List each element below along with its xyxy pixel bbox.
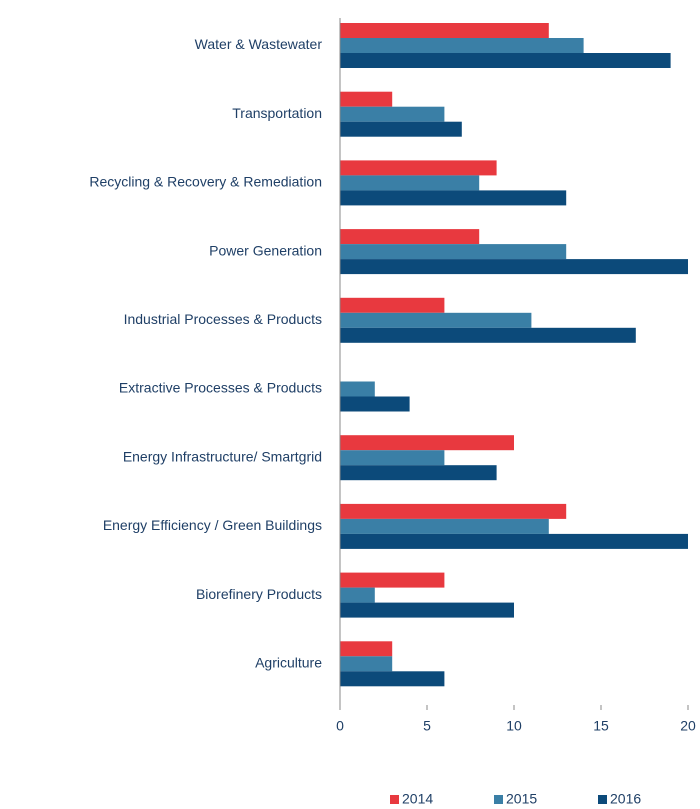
y-tick-label: Energy Efficiency / Green Buildings — [103, 517, 322, 533]
bar — [340, 327, 636, 343]
y-tick-label: Extractive Processes & Products — [119, 380, 322, 396]
legend-swatch — [598, 795, 607, 804]
y-tick-label: Recycling & Recovery & Remediation — [89, 174, 322, 190]
legend-swatch — [390, 795, 399, 804]
bar — [340, 160, 497, 176]
x-tick-label: 10 — [506, 718, 522, 734]
bar — [340, 435, 514, 451]
legend-label: 2016 — [610, 791, 641, 807]
y-tick-label: Transportation — [232, 105, 322, 121]
y-tick-label: Biorefinery Products — [196, 586, 322, 602]
x-tick-label: 15 — [593, 718, 609, 734]
y-tick-label: Energy Infrastructure/ Smartgrid — [123, 448, 322, 464]
y-tick-label: Power Generation — [209, 242, 322, 258]
bar — [340, 297, 445, 313]
bar — [340, 533, 688, 549]
y-tick-label: Industrial Processes & Products — [124, 311, 322, 327]
x-tick-label: 0 — [336, 718, 344, 734]
bar — [340, 106, 445, 122]
bar — [340, 587, 375, 603]
bar — [340, 671, 445, 687]
bar — [340, 312, 532, 328]
bar — [340, 91, 393, 107]
legend-label: 2015 — [506, 791, 537, 807]
bar — [340, 450, 445, 466]
bar — [340, 465, 497, 481]
bar — [340, 396, 410, 412]
bar — [340, 229, 480, 245]
bar — [340, 572, 445, 588]
bar — [340, 503, 567, 519]
legend-label: 2014 — [402, 791, 433, 807]
y-tick-label: Water & Wastewater — [195, 36, 323, 52]
bar — [340, 121, 462, 137]
bar — [340, 23, 549, 38]
bar — [340, 53, 671, 68]
x-tick-label: 5 — [423, 718, 431, 734]
legend-swatch — [494, 795, 503, 804]
bar — [340, 190, 567, 206]
bar — [340, 656, 393, 672]
bar — [340, 38, 584, 53]
y-tick-label: Agriculture — [255, 655, 322, 671]
x-tick-label: 20 — [680, 718, 696, 734]
bar — [340, 244, 567, 260]
bar — [340, 175, 480, 191]
bar — [340, 518, 549, 534]
bar — [340, 641, 393, 657]
bar — [340, 381, 375, 397]
bar — [340, 602, 514, 618]
bar — [340, 259, 688, 275]
